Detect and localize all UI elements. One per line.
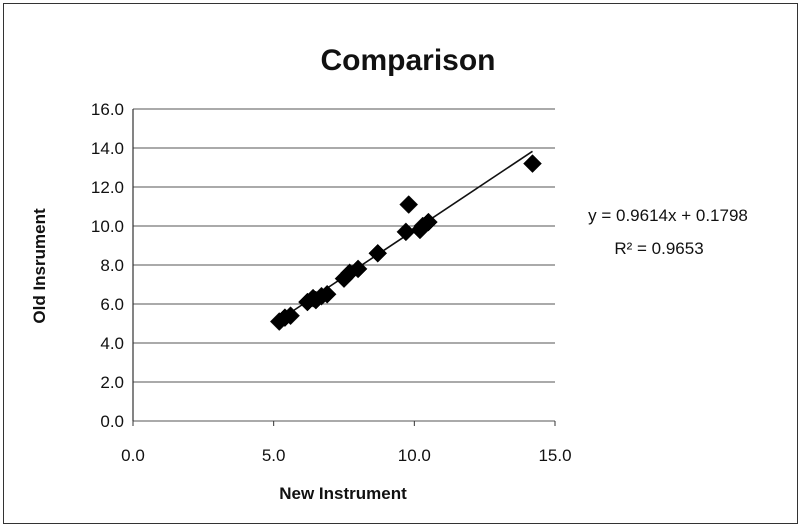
trendline-equation: y = 0.9614x + 0.1798 <box>588 206 748 225</box>
x-tick-label: 0.0 <box>121 446 145 465</box>
y-tick-label: 12.0 <box>91 178 124 197</box>
y-tick-label: 6.0 <box>100 295 124 314</box>
y-tick-label: 16.0 <box>91 100 124 119</box>
y-tick-label: 4.0 <box>100 334 124 353</box>
data-point <box>523 154 542 173</box>
y-tick-label: 8.0 <box>100 256 124 275</box>
r-squared-label: R² = 0.9653 <box>614 239 703 258</box>
x-axis-title: New Instrument <box>279 484 407 503</box>
y-tick-label: 10.0 <box>91 217 124 236</box>
y-tick-label: 2.0 <box>100 373 124 392</box>
y-tick-label: 0.0 <box>100 412 124 431</box>
x-tick-label: 15.0 <box>538 446 571 465</box>
data-point <box>317 284 337 304</box>
data-point <box>348 259 368 279</box>
plot-area: 0.0 2.0 4.0 6.0 8.0 10.0 12.0 14.0 16.0 0.0 5.0 10.… <box>91 100 572 465</box>
x-tick-label: 5.0 <box>262 446 286 465</box>
chart-title: Comparison <box>320 44 495 77</box>
y-tick-label: 14.0 <box>91 139 124 158</box>
data-point <box>281 306 300 326</box>
data-point <box>419 212 438 232</box>
data-point <box>399 195 419 214</box>
data-point <box>368 243 388 263</box>
x-tick-label: 10.0 <box>398 446 431 465</box>
y-axis-title: Old Insrument <box>30 208 49 324</box>
